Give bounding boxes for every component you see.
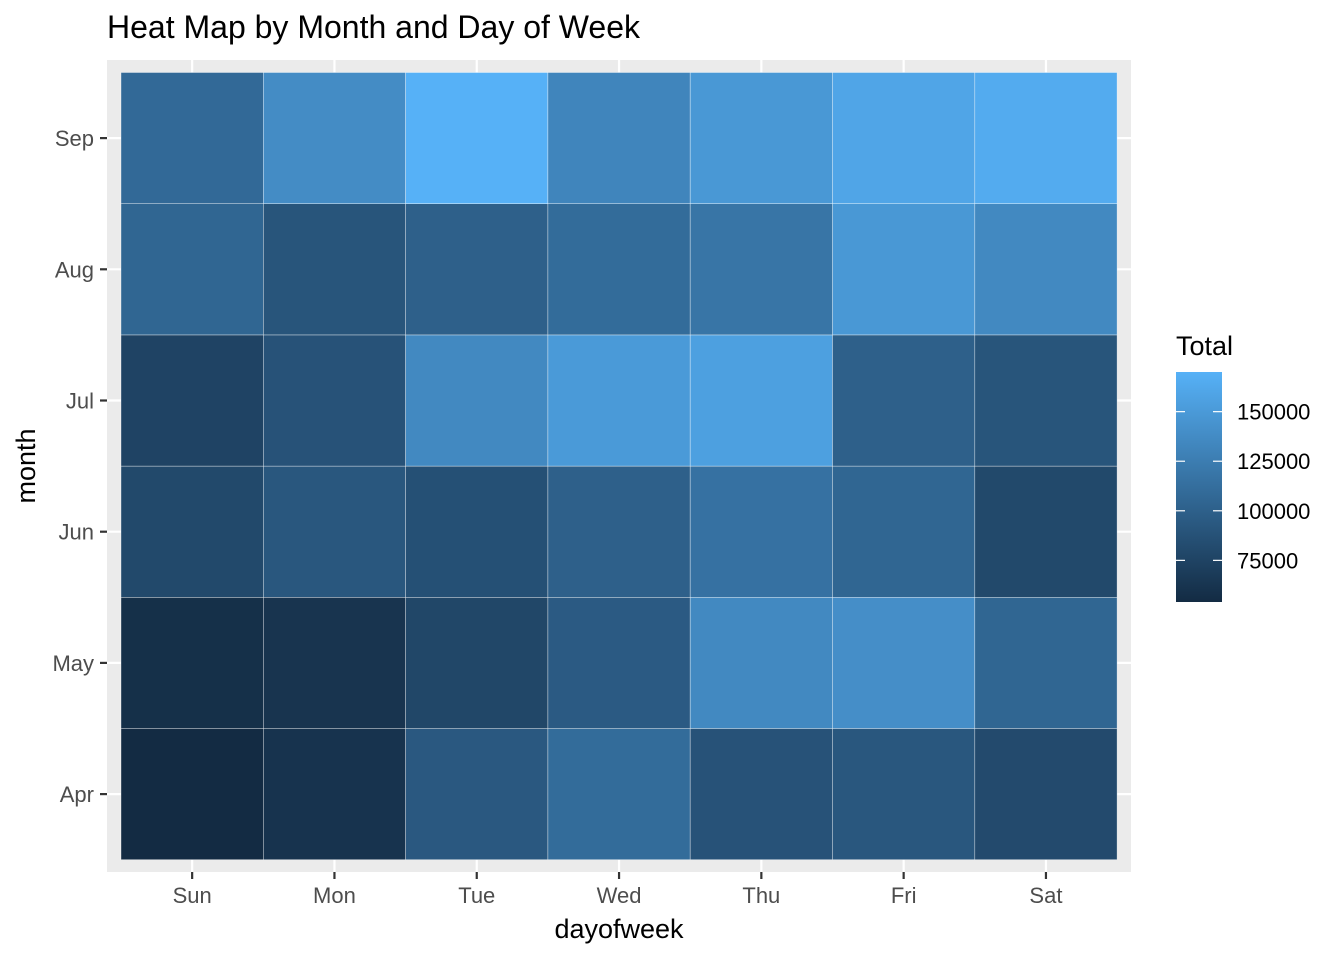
legend-label: 75000 [1237,548,1298,573]
heatmap-tile [974,203,1118,336]
heatmap-tile [547,596,691,729]
heatmap-tile [974,72,1118,204]
heatmap-tile [120,465,264,598]
heatmap-tile [689,728,833,860]
heatmap-tile [689,334,833,467]
heatmap-tile [547,203,691,336]
y-tick-label: Aug [55,257,94,282]
y-axis: Apr May Jun Jul Aug Sep [52,126,107,807]
x-axis: Sun Mon Tue Wed Thu Fri Sat [173,872,1062,908]
y-tick-label: Jun [59,520,94,545]
x-tick-label: Tue [458,883,495,908]
heatmap-tile [547,334,691,467]
legend-label: 150000 [1237,400,1310,425]
heatmap-tile [547,72,691,204]
heatmap-tile [547,465,691,598]
heatmap-tile [405,203,549,336]
legend: Total 75000 100000 125000 150000 [1176,331,1310,602]
heatmap-tile [120,72,264,204]
heatmap-tile [262,203,406,336]
heatmap-tile [120,728,264,860]
heatmap-tile [405,334,549,467]
heatmap-tile [262,465,406,598]
heatmap-tile [405,596,549,729]
y-axis-title: month [11,428,41,503]
heatmap-tile [262,596,406,729]
x-tick-label: Wed [597,883,642,908]
heatmap-tile [974,465,1118,598]
heatmap-tile [547,728,691,860]
heatmap-tile [262,728,406,860]
heatmap-tile [832,596,976,729]
chart-title: Heat Map by Month and Day of Week [107,9,641,45]
heatmap-tile [689,72,833,204]
y-tick-label: Apr [60,782,94,807]
legend-label: 125000 [1237,449,1310,474]
heatmap-tile [832,728,976,860]
heatmap-tiles [120,72,1118,860]
x-tick-label: Sat [1029,883,1062,908]
x-tick-label: Mon [313,883,356,908]
x-tick-label: Fri [891,883,917,908]
heatmap-tile [405,728,549,860]
heatmap-tile [689,465,833,598]
heatmap-tile [832,334,976,467]
heatmap-tile [832,203,976,336]
heatmap-tile [262,72,406,204]
legend-ticks: 75000 100000 125000 150000 [1176,400,1310,573]
y-tick-label: Jul [66,389,94,414]
legend-colorbar [1176,372,1222,602]
heatmap-tile [689,596,833,729]
heatmap-tile [832,465,976,598]
x-tick-label: Thu [742,883,780,908]
heatmap-tile [974,334,1118,467]
heatmap-tile [405,465,549,598]
heatmap-tile [120,596,264,729]
x-axis-title: dayofweek [554,914,684,944]
y-tick-label: May [52,651,94,676]
y-tick-label: Sep [55,126,94,151]
heatmap-tile [974,728,1118,860]
heatmap-tile [120,334,264,467]
legend-label: 100000 [1237,499,1310,524]
heatmap-tile [974,596,1118,729]
heatmap-tile [689,203,833,336]
x-tick-label: Sun [173,883,212,908]
legend-title: Total [1176,331,1233,361]
heatmap-tile [262,334,406,467]
heatmap-tile [405,72,549,204]
heatmap-tile [120,203,264,336]
heatmap-tile [832,72,976,204]
